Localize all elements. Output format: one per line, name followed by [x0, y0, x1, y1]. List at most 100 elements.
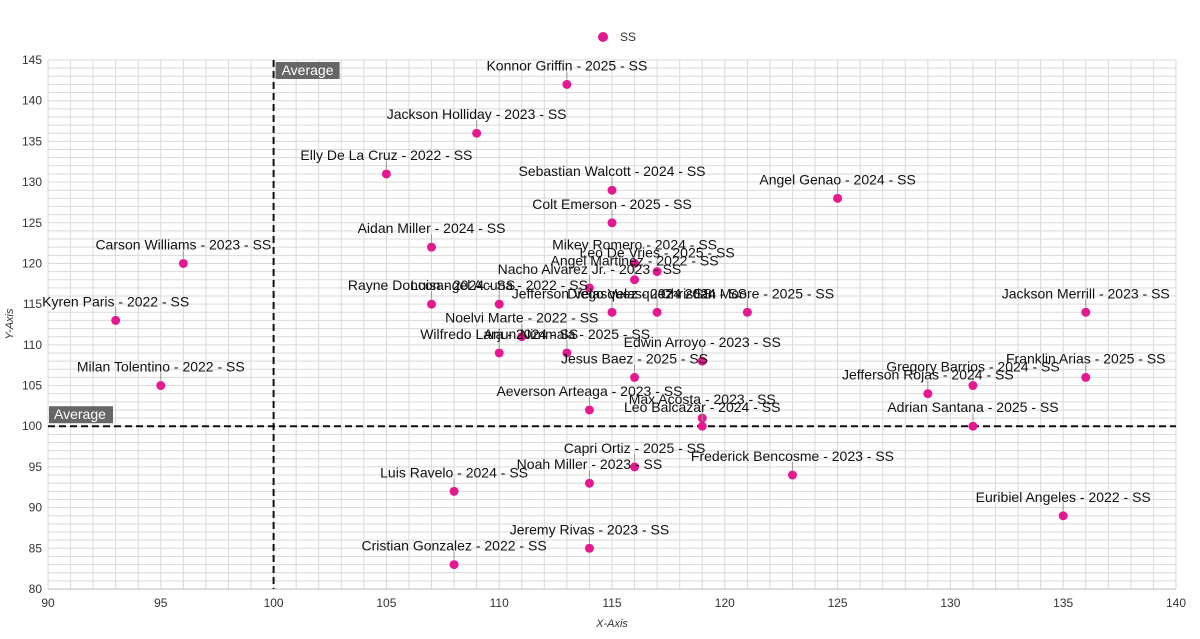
data-point [607, 185, 617, 195]
point-label: Jesus Baez - 2025 - SS [561, 350, 708, 366]
data-point [178, 258, 188, 268]
y-tick-label: 80 [29, 582, 43, 596]
legend-marker [598, 32, 608, 42]
data-point [562, 348, 572, 358]
point-label: Leo De Vries - 2025 - SS [580, 245, 735, 261]
point-label: Nacho Alvarez Jr. - 2023 - SS [498, 261, 682, 277]
x-tick-label: 105 [376, 596, 396, 610]
data-point [449, 560, 459, 570]
point-label: Jackson Merrill - 2023 - SS [1002, 285, 1170, 301]
data-point [427, 242, 437, 252]
data-point [562, 79, 572, 89]
point-label: Carson Williams - 2023 - SS [95, 236, 271, 252]
average-label-bg-vertical [275, 62, 340, 79]
data-point [697, 421, 707, 431]
point-label: Luisangel Acuna - 2022 - SS [410, 277, 587, 293]
point-label: Jefferson Velasquez - 2024 - SS [512, 285, 713, 301]
x-tick-label: 130 [940, 596, 960, 610]
y-tick-label: 120 [22, 256, 42, 270]
data-point [472, 128, 482, 138]
x-tick-label: 120 [715, 596, 735, 610]
y-tick-label: 100 [22, 419, 42, 433]
reference-lines: Average Average [48, 60, 1176, 589]
point-label: Aidan Miller - 2024 - SS [358, 220, 506, 236]
x-tick-label: 95 [154, 596, 168, 610]
point-label: Adrian Santana - 2025 - SS [887, 399, 1058, 415]
data-point [968, 421, 978, 431]
data-point [968, 381, 978, 391]
data-point [584, 283, 594, 293]
point-label: Rayne Doncon - 2024 - SS [348, 277, 515, 293]
point-label: Diego Velasquez - 2024 - SS [567, 285, 747, 301]
x-tick-label: 115 [602, 596, 621, 610]
x-tick-label: 90 [41, 596, 55, 610]
point-label: Noah Miller - 2023 - SS [517, 456, 663, 472]
point-label: Konnor Griffin - 2025 - SS [486, 57, 647, 73]
x-tick-label: 100 [264, 596, 284, 610]
point-label: Angel Martinez - 2022 - SS [551, 253, 719, 269]
point-label: Franklin Arias - 2025 - SS [1006, 350, 1166, 366]
data-point [517, 332, 527, 342]
legend-label: SS [620, 30, 636, 44]
data-point [449, 486, 459, 496]
data-point [833, 193, 843, 203]
y-tick-label: 135 [22, 134, 42, 148]
point-label: Wilfredo Lara - 2024 - SS [420, 326, 578, 342]
data-point [652, 307, 662, 317]
y-tick-label: 125 [22, 216, 42, 230]
point-label: Jeremy Rivas - 2023 - SS [510, 521, 670, 537]
data-point [584, 478, 594, 488]
y-tick-label: 115 [23, 297, 42, 311]
point-label: Gregory Barrios - 2024 - SS [886, 359, 1060, 375]
point-label: Jefferson Rojas - 2024 - SS [842, 367, 1014, 383]
x-tick-label: 135 [1053, 596, 1073, 610]
x-tick-label: 140 [1166, 596, 1186, 610]
data-point [584, 405, 594, 415]
data-point [1058, 511, 1068, 521]
y-axis-title: Y-Axis [4, 308, 16, 339]
data-point [923, 389, 933, 399]
point-label: Leo Balcazar - 2024 - SS [624, 399, 780, 415]
y-tick-label: 130 [22, 175, 42, 189]
average-label-vertical: Average [282, 62, 334, 78]
data-point [742, 307, 752, 317]
y-tick-label: 85 [29, 541, 43, 555]
data-point [494, 348, 504, 358]
point-label: Angel Genao - 2024 - SS [759, 171, 915, 187]
data-point [607, 218, 617, 228]
point-label: Mikey Romero - 2024 - SS [552, 236, 717, 252]
point-label: Noelvi Marte - 2022 - SS [445, 310, 598, 326]
data-point [494, 299, 504, 309]
y-tick-label: 90 [29, 501, 43, 515]
point-label: Luis Ravelo - 2024 - SS [380, 464, 528, 480]
point-label: Christian Moore - 2025 - SS [661, 285, 835, 301]
data-point [697, 356, 707, 366]
data-point [427, 299, 437, 309]
legend[interactable]: SS [598, 30, 636, 44]
point-label: Colt Emerson - 2025 - SS [532, 196, 692, 212]
data-point [1081, 307, 1091, 317]
y-tick-label: 95 [29, 460, 43, 474]
axis-ticks: 90 95 100 105 110 115 120 125 130 135 140 80 85 90 95 1… [22, 53, 1186, 610]
average-label-bg-horizontal [49, 406, 113, 424]
data-point [156, 381, 166, 391]
data-point [607, 307, 617, 317]
grid [47, 59, 1177, 590]
point-label: Milan Tolentino - 2022 - SS [77, 359, 245, 375]
point-label: Frederick Bencosme - 2023 - SS [691, 448, 894, 464]
data-point [381, 169, 391, 179]
data-point [111, 315, 121, 325]
point-label: Sebastian Walcott - 2024 - SS [518, 163, 705, 179]
data-point [652, 267, 662, 277]
x-tick-label: 125 [828, 596, 848, 610]
y-tick-label: 105 [22, 379, 42, 393]
point-label: Jackson Holliday - 2023 - SS [387, 106, 567, 122]
point-label: Aeverson Arteaga - 2023 - SS [496, 383, 682, 399]
point-label: Cristian Gonzalez - 2022 - SS [361, 538, 546, 554]
data-point [630, 275, 640, 285]
point-label: Edwin Arroyo - 2023 - SS [624, 334, 781, 350]
data-point [1081, 372, 1091, 382]
data-point [787, 470, 797, 480]
point-label: Max Acosta - 2023 - SS [629, 391, 776, 407]
